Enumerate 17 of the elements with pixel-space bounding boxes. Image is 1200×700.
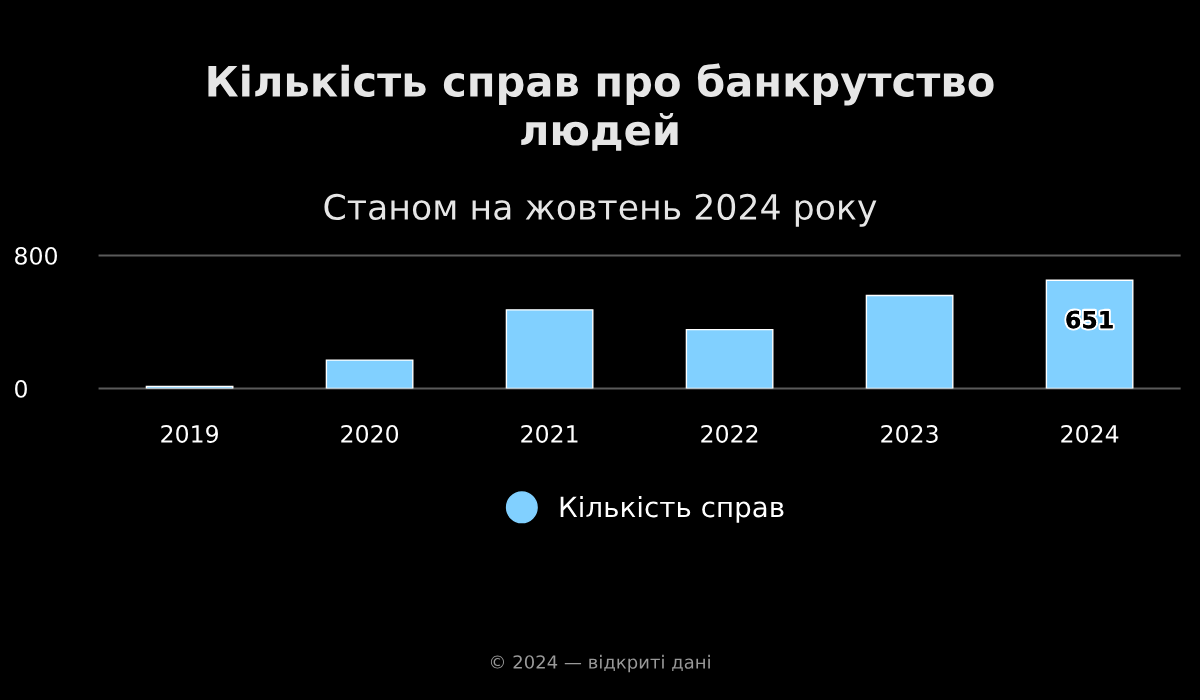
- chart-title: Кількість справ про банкрутство людей: [208, 63, 994, 151]
- y-tick-label: 800: [15, 246, 57, 265]
- bar: [505, 309, 594, 389]
- x-tick-label: 2022: [701, 425, 758, 443]
- x-tick-label: 2020: [341, 425, 399, 443]
- x-tick-label: 2021: [521, 425, 578, 443]
- bar: [865, 294, 954, 389]
- legend-label: Кількість справ: [560, 495, 784, 523]
- y-tick-label: 0: [15, 379, 27, 398]
- bar: [685, 328, 774, 389]
- data-label: 651: [1066, 310, 1113, 329]
- chart-subtitle: Станом на жовтень 2024 року: [324, 193, 877, 227]
- x-tick-label: 2019: [161, 425, 218, 443]
- x-tick-label: 2023: [881, 425, 938, 443]
- bar: [325, 359, 414, 389]
- text: © 2024 — відкриті дані: [490, 654, 710, 673]
- x-tick-label: 2024: [1061, 425, 1119, 443]
